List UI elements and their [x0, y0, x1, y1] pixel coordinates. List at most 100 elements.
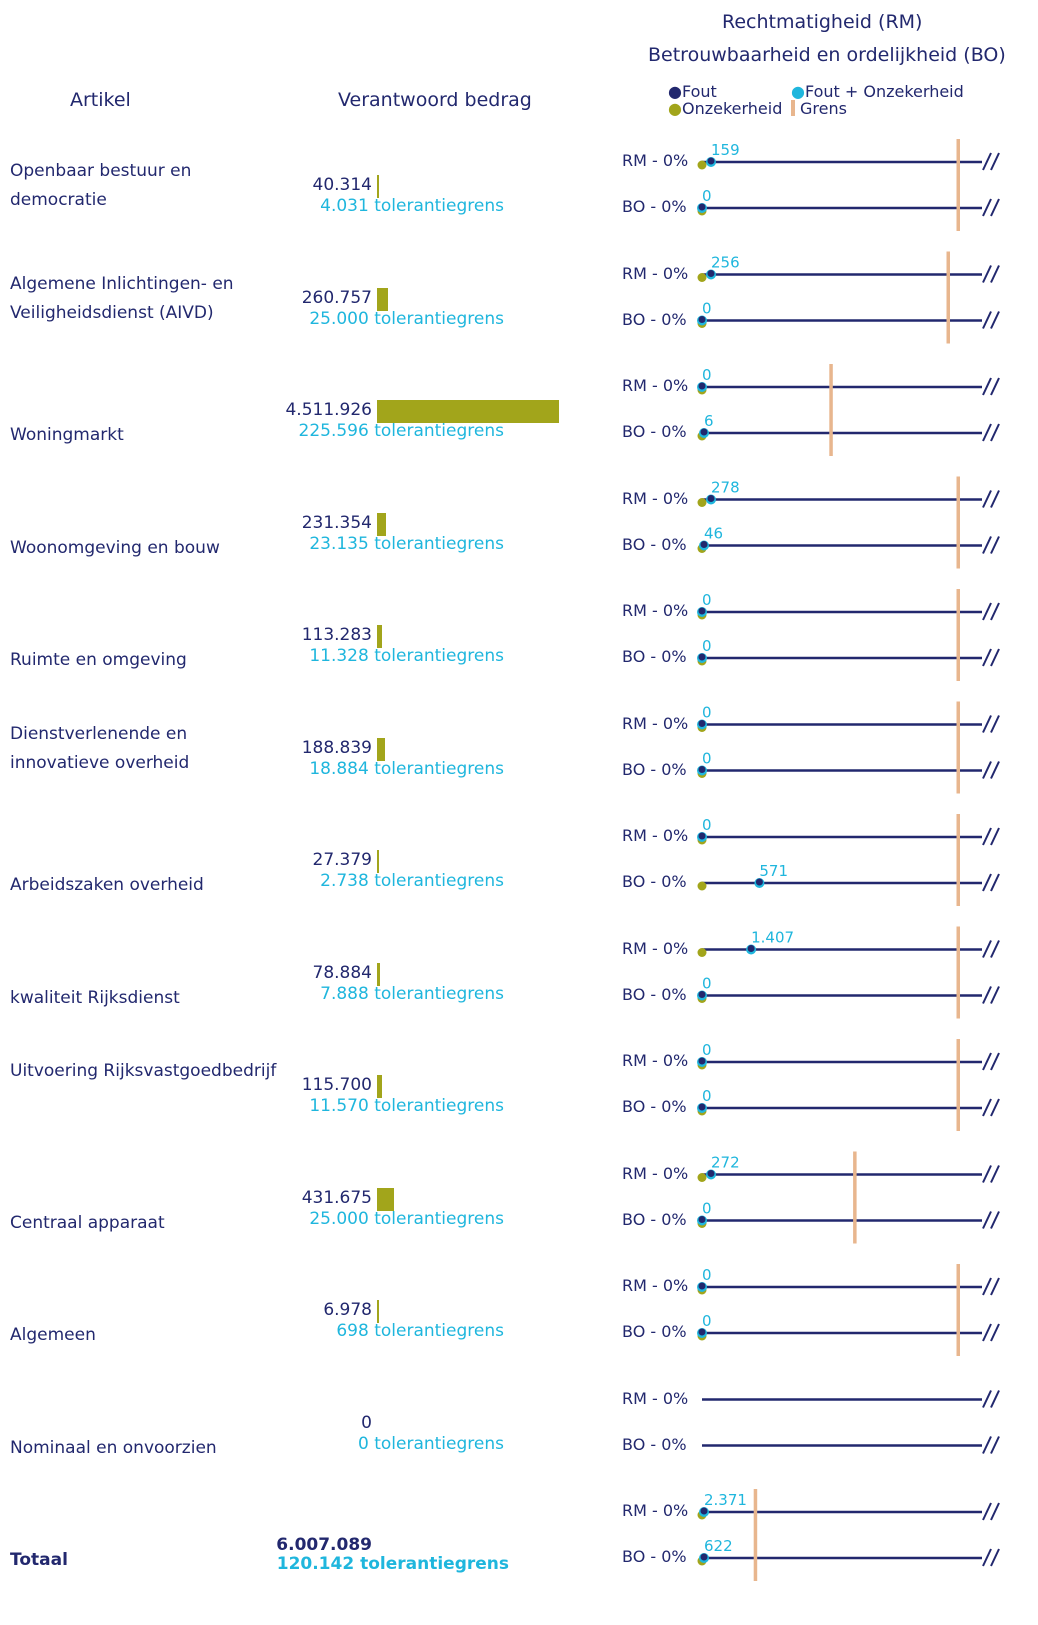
tolerance-text: 23.135 tolerantiegrens: [309, 534, 504, 554]
fout-point: [698, 203, 706, 211]
tolerance-value: 698: [336, 1321, 369, 1341]
axis-break-mark: [982, 265, 992, 283]
amount-bar: [377, 737, 385, 761]
amount-bar: [377, 625, 382, 648]
onzekerheid-point: [697, 160, 707, 170]
bo-data-label: 0: [702, 975, 712, 993]
amount-value: 0: [361, 1412, 372, 1433]
axis-break-mark: [982, 423, 992, 442]
tolerance-suffix: tolerantiegrens: [368, 308, 504, 329]
legend: ●Fout ●Fout + Onzekerheid ●Onzekerheid G…: [668, 82, 988, 122]
onzekerheid-point: [697, 1173, 707, 1182]
amount-value: 6.978: [323, 1300, 372, 1320]
legend-grens: Grens: [791, 99, 847, 118]
axis-break-mark: [990, 490, 1000, 508]
artikel-label: Algemene Inlichtingen- en Veiligheidsdie…: [10, 273, 234, 323]
tolerance-suffix: tolerantiegrens: [368, 196, 504, 216]
bo-data-label: 0: [702, 637, 712, 655]
rm-data-label: 0: [702, 591, 712, 609]
amount-value: 27.379: [312, 850, 372, 870]
bo-row-label: BO - 0%: [622, 872, 687, 891]
rm-data-label: 272: [711, 1154, 740, 1172]
tolerance-text: 25.000 tolerantiegrens: [309, 1209, 504, 1229]
amount-bar: [377, 1075, 382, 1098]
axis-break-mark: [990, 648, 1000, 667]
rm-row-label: RM - 0%: [622, 1163, 689, 1183]
axis-break-mark: [982, 1390, 992, 1408]
rm-row-label: RM - 0%: [622, 263, 689, 283]
fout-point: [698, 1216, 706, 1223]
artikel-label: Algemeen: [10, 1325, 96, 1345]
amount-value: 188.839: [301, 737, 372, 758]
amount-bar: [377, 287, 388, 311]
fout-point: [698, 1057, 706, 1065]
fout-point: [707, 157, 715, 165]
axis-break-mark: [990, 761, 1000, 779]
bo-row-label: BO - 0%: [622, 1209, 687, 1229]
rm-data-label: 278: [711, 479, 740, 497]
grens-marker: [829, 364, 833, 456]
tolerance-text: 225.596 tolerantiegrens: [299, 421, 505, 441]
axis-break-mark: [982, 152, 992, 171]
axis-break-mark: [990, 827, 1000, 846]
fout-point: [698, 991, 706, 998]
grens-marker: [853, 1151, 857, 1244]
amount-value: 113.283: [301, 625, 372, 645]
fout-point: [747, 945, 755, 952]
artikel-label: Totaal: [10, 1550, 68, 1570]
axis-break-mark: [982, 940, 992, 958]
axis-break-mark: [982, 1165, 992, 1183]
bo-row-label: BO - 0%: [622, 759, 687, 779]
tolerance-text: 120.142 tolerantiegrens: [277, 1554, 509, 1574]
axis-break-mark: [990, 940, 1000, 958]
axis-break-mark: [990, 152, 1000, 171]
tolerance-value: 11.570: [309, 1096, 369, 1116]
artikel-label: Woonomgeving en bouw: [10, 537, 220, 558]
fout-point: [698, 382, 706, 390]
rm-row-label: RM - 0%: [622, 1051, 689, 1070]
rm-row-label: RM - 0%: [622, 601, 689, 620]
artikel-label: Arbeidszaken overheid: [10, 875, 204, 895]
grens-marker: [956, 926, 960, 1019]
fout-point: [700, 541, 708, 548]
amount-bar: [377, 1300, 379, 1323]
fout-point: [698, 720, 706, 727]
bo-row-label: BO - 0%: [622, 309, 687, 329]
bo-data-label: 622: [704, 1537, 733, 1555]
axis-break-mark: [982, 311, 992, 329]
bo-data-label: 0: [702, 300, 712, 318]
axis-break-mark: [990, 873, 1000, 892]
rm-row-label: RM - 0%: [622, 1276, 689, 1295]
bo-data-label: 46: [704, 525, 723, 543]
axis-break-mark: [990, 1502, 1000, 1521]
bo-row-label: BO - 0%: [622, 422, 687, 441]
axis-break-mark: [990, 377, 1000, 396]
rm-row-label: RM - 0%: [622, 1501, 689, 1520]
header-rm-title: Rechtmatigheid (RM): [722, 11, 923, 33]
grens-marker: [956, 1039, 960, 1131]
fout-point: [698, 1328, 706, 1336]
amount-value: 6.007.089: [276, 1535, 372, 1555]
axis-break-mark: [982, 198, 992, 217]
rm-data-label: 159: [711, 141, 740, 159]
axis-break-mark: [990, 1548, 1000, 1567]
tolerance-suffix: tolerantiegrens: [354, 1554, 509, 1574]
tolerance-suffix: tolerantiegrens: [368, 1208, 504, 1229]
axis-break-mark: [982, 1502, 992, 1521]
axis-break-mark: [982, 1323, 992, 1342]
tolerance-value: 0: [357, 1433, 369, 1454]
rm-row-label: RM - 0%: [622, 488, 689, 508]
axis-break-mark: [990, 265, 1000, 283]
axis-break-mark: [990, 1211, 1000, 1229]
axis-break-mark: [982, 1211, 992, 1229]
axis-break-mark: [990, 715, 1000, 733]
grens-marker: [956, 701, 960, 794]
axis-break-mark: [982, 715, 992, 733]
amount-value: 78.884: [312, 962, 372, 983]
bo-row-label: BO - 0%: [622, 1322, 687, 1341]
tolerance-suffix: tolerantiegrens: [368, 533, 504, 554]
amount-bar: [377, 962, 381, 986]
axis-break-mark: [982, 490, 992, 508]
amount-value: 231.354: [301, 512, 372, 533]
grens-marker: [946, 251, 950, 344]
